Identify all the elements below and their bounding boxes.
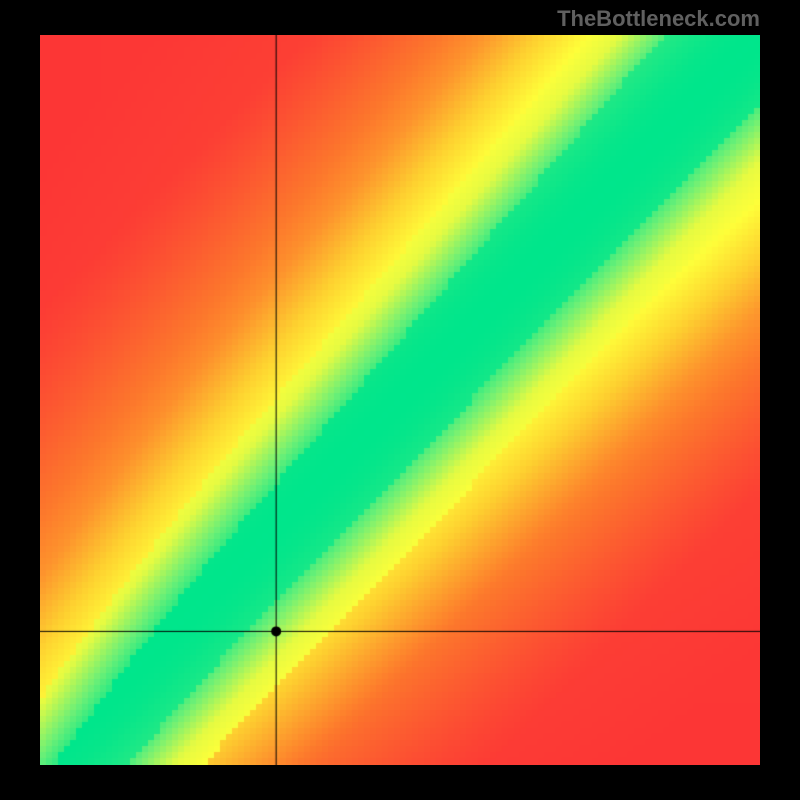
heatmap-plot — [40, 35, 760, 765]
chart-container: TheBottleneck.com — [0, 0, 800, 800]
attribution-text: TheBottleneck.com — [557, 6, 760, 32]
heatmap-canvas — [40, 35, 760, 765]
